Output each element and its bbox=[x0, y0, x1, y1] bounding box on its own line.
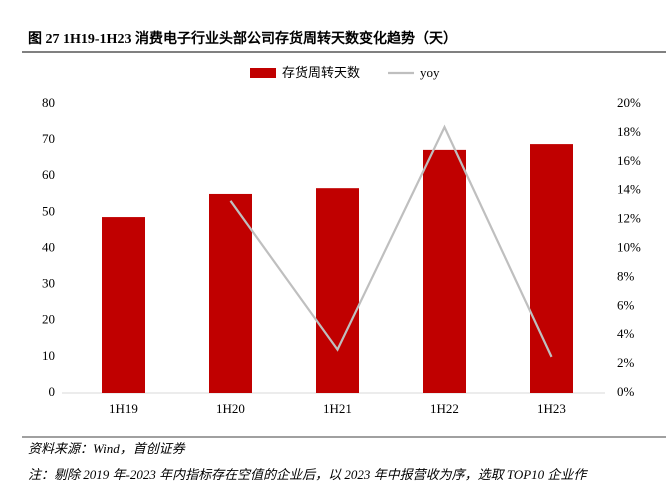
y-tick-label: 50 bbox=[42, 203, 55, 218]
y-tick-label: 20 bbox=[42, 312, 55, 327]
x-tick-label: 1H21 bbox=[323, 401, 352, 416]
y2-tick-label: 12% bbox=[617, 211, 641, 226]
y2-tick-label: 2% bbox=[617, 355, 635, 370]
x-tick-label: 1H20 bbox=[216, 401, 245, 416]
y-tick-label: 60 bbox=[42, 167, 55, 182]
x-tick-label: 1H19 bbox=[109, 401, 138, 416]
y-tick-label: 40 bbox=[42, 239, 55, 254]
line bbox=[229, 124, 553, 358]
y2-tick-label: 14% bbox=[617, 182, 641, 197]
source: 资料来源：Wind，首创证券 bbox=[28, 441, 186, 456]
chart-title: 图 27 1H19-1H23 消费电子行业头部公司存货周转天数变化趋势（天） bbox=[28, 30, 457, 47]
y-tick-label: 30 bbox=[42, 276, 55, 291]
y-tick-label: 0 bbox=[49, 384, 56, 399]
y2-tick-label: 16% bbox=[617, 153, 641, 168]
bar bbox=[530, 144, 573, 393]
y2-tick-label: 0% bbox=[617, 384, 635, 399]
legend-label: yoy bbox=[420, 65, 440, 80]
legend-swatch bbox=[250, 68, 276, 78]
y2-tick-label: 6% bbox=[617, 297, 635, 312]
y2-tick-label: 8% bbox=[617, 268, 635, 283]
bar bbox=[209, 193, 252, 393]
bar bbox=[102, 217, 145, 393]
y2-tick-label: 10% bbox=[617, 239, 641, 254]
y-tick-label: 10 bbox=[42, 348, 55, 363]
y2-tick-label: 20% bbox=[617, 95, 641, 110]
legend-label: 存货周转天数 bbox=[282, 65, 360, 80]
y2-tick-label: 18% bbox=[617, 124, 641, 139]
bar bbox=[316, 188, 359, 393]
y-tick-label: 70 bbox=[42, 131, 55, 146]
y2-tick-label: 4% bbox=[617, 326, 635, 341]
y-tick-label: 80 bbox=[42, 95, 55, 110]
x-tick-label: 1H22 bbox=[430, 401, 459, 416]
note: 注：剔除 2019 年-2023 年内指标存在空值的企业后，以 2023 年中报… bbox=[28, 467, 588, 482]
x-tick-label: 1H23 bbox=[537, 401, 566, 416]
bar bbox=[423, 149, 466, 393]
